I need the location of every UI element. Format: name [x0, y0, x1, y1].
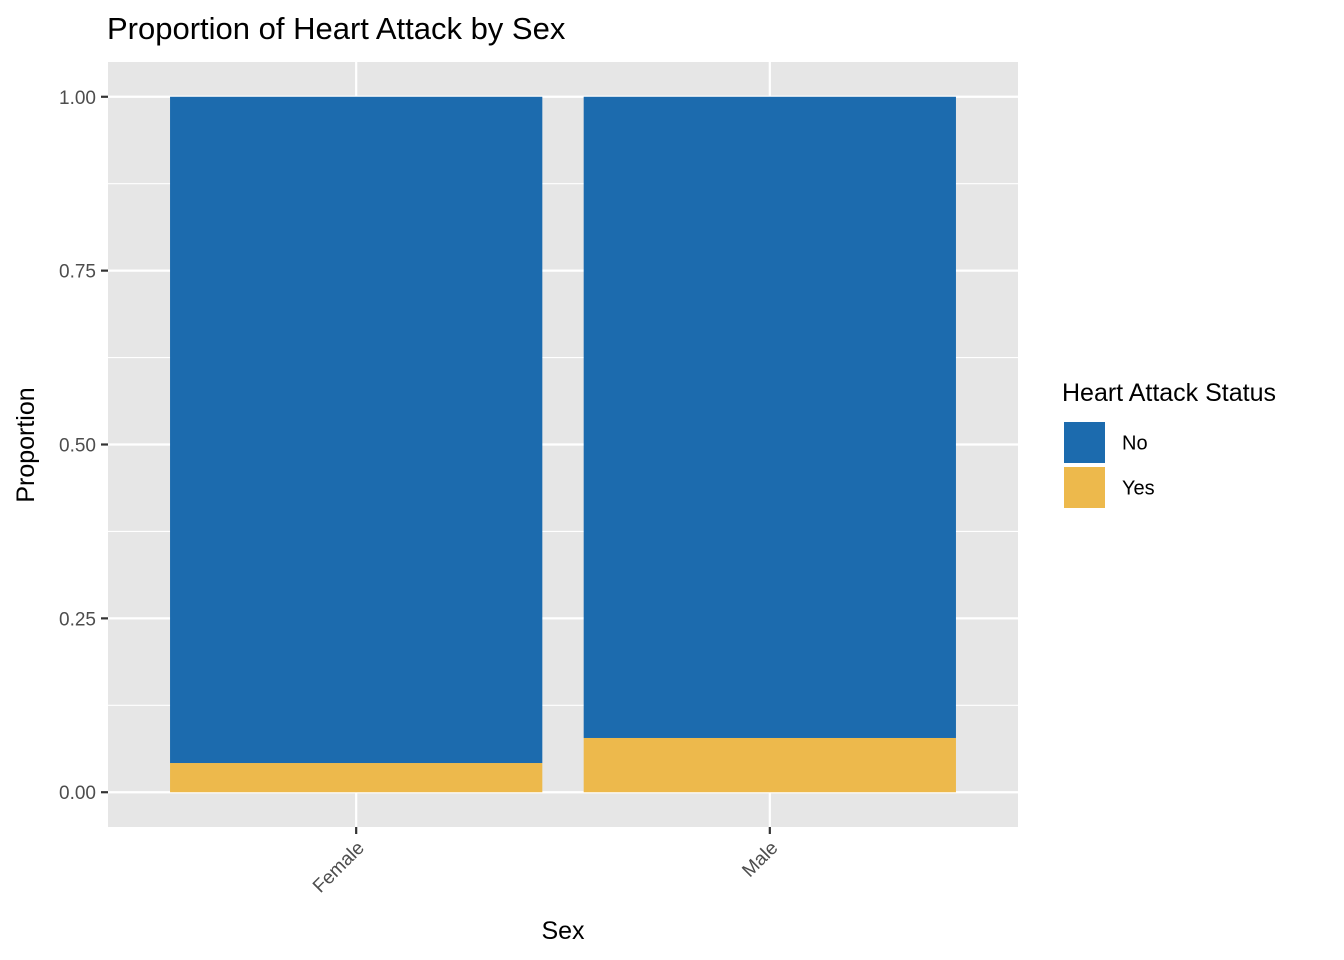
bar-female-yes — [170, 763, 543, 793]
legend-title: Heart Attack Status — [1062, 379, 1276, 407]
x-axis: Female Male — [309, 827, 782, 897]
legend: Heart Attack Status No Yes — [1062, 379, 1276, 510]
x-tick-label: Female — [309, 838, 369, 898]
y-tick-label: 0.75 — [59, 262, 96, 283]
bar-male-no — [583, 96, 956, 738]
y-axis-title: Proportion — [12, 387, 40, 502]
x-axis-title: Sex — [541, 917, 585, 945]
legend-key-no — [1062, 420, 1107, 465]
y-tick-label: 0.00 — [59, 783, 96, 804]
x-tick-label: Male — [738, 838, 782, 882]
legend-label-yes: Yes — [1122, 478, 1155, 500]
bars — [170, 96, 956, 793]
chart-title: Proportion of Heart Attack by Sex — [107, 11, 566, 46]
y-tick-label: 0.50 — [59, 436, 96, 457]
y-axis: 0.00 0.25 0.50 0.75 1.00 — [59, 88, 108, 804]
legend-key-yes — [1062, 465, 1107, 510]
bar-male-yes — [583, 737, 956, 793]
y-tick-label: 0.25 — [59, 609, 96, 630]
legend-label-no: No — [1122, 433, 1148, 455]
y-tick-label: 1.00 — [59, 88, 96, 109]
bar-female-no — [170, 96, 543, 764]
